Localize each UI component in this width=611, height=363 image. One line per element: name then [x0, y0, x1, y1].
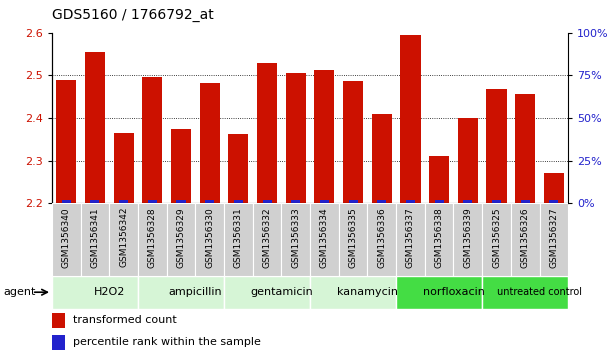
Bar — [486, 89, 507, 203]
Bar — [315, 70, 334, 203]
Bar — [224, 276, 310, 309]
Bar — [90, 200, 100, 203]
Bar — [338, 203, 367, 276]
Bar — [142, 77, 163, 203]
Text: GSM1356335: GSM1356335 — [349, 207, 357, 268]
Bar — [171, 130, 191, 203]
Bar — [229, 134, 249, 203]
Text: GSM1356336: GSM1356336 — [377, 207, 386, 268]
Text: GSM1356326: GSM1356326 — [521, 207, 530, 268]
Bar — [257, 64, 277, 203]
Bar — [148, 200, 157, 203]
Text: GSM1356325: GSM1356325 — [492, 207, 501, 268]
Text: agent: agent — [3, 287, 35, 297]
Text: GSM1356342: GSM1356342 — [119, 207, 128, 268]
Bar — [62, 200, 71, 203]
Text: GSM1356334: GSM1356334 — [320, 207, 329, 268]
Bar — [167, 203, 196, 276]
Bar — [320, 200, 329, 203]
Bar — [196, 203, 224, 276]
Bar — [224, 203, 253, 276]
Bar — [263, 200, 271, 203]
Bar — [52, 335, 65, 350]
Text: GSM1356328: GSM1356328 — [148, 207, 157, 268]
Bar — [138, 276, 224, 309]
Bar — [377, 200, 386, 203]
Text: percentile rank within the sample: percentile rank within the sample — [73, 337, 260, 347]
Bar — [282, 203, 310, 276]
Bar — [492, 200, 501, 203]
Bar — [310, 203, 338, 276]
Bar — [482, 203, 511, 276]
Bar — [349, 200, 357, 203]
Bar — [458, 118, 478, 203]
Bar — [286, 73, 306, 203]
Bar — [482, 276, 568, 309]
Bar — [138, 203, 167, 276]
Text: GSM1356331: GSM1356331 — [234, 207, 243, 268]
Bar — [511, 203, 540, 276]
Text: GSM1356333: GSM1356333 — [291, 207, 300, 268]
Text: H2O2: H2O2 — [93, 287, 125, 297]
Text: GSM1356332: GSM1356332 — [263, 207, 271, 268]
Bar — [429, 156, 449, 203]
Text: GSM1356340: GSM1356340 — [62, 207, 71, 268]
Bar — [515, 94, 535, 203]
Bar — [114, 133, 134, 203]
Bar — [400, 35, 420, 203]
Bar — [434, 200, 444, 203]
Bar — [396, 203, 425, 276]
Bar — [200, 82, 220, 203]
Bar — [109, 203, 138, 276]
Text: gentamicin: gentamicin — [250, 287, 313, 297]
Bar — [406, 200, 415, 203]
Text: GSM1356330: GSM1356330 — [205, 207, 214, 268]
Bar — [85, 52, 105, 203]
Bar — [205, 200, 214, 203]
Bar — [453, 203, 482, 276]
Text: transformed count: transformed count — [73, 315, 177, 325]
Text: GDS5160 / 1766792_at: GDS5160 / 1766792_at — [52, 8, 214, 22]
Text: GSM1356327: GSM1356327 — [549, 207, 558, 268]
Text: GSM1356329: GSM1356329 — [177, 207, 186, 268]
Bar — [310, 276, 396, 309]
Text: untreated control: untreated control — [497, 287, 582, 297]
Bar — [463, 200, 472, 203]
Bar — [343, 81, 363, 203]
Text: GSM1356339: GSM1356339 — [463, 207, 472, 268]
Bar — [52, 313, 65, 328]
Bar — [119, 200, 128, 203]
Bar — [291, 200, 300, 203]
Text: GSM1356341: GSM1356341 — [90, 207, 100, 268]
Bar — [549, 200, 558, 203]
Text: GSM1356337: GSM1356337 — [406, 207, 415, 268]
Bar — [425, 203, 453, 276]
Text: norfloxacin: norfloxacin — [423, 287, 485, 297]
Text: kanamycin: kanamycin — [337, 287, 398, 297]
Bar — [52, 203, 81, 276]
Bar — [544, 174, 564, 203]
Bar — [521, 200, 530, 203]
Bar — [253, 203, 282, 276]
Bar — [177, 200, 186, 203]
Text: GSM1356338: GSM1356338 — [434, 207, 444, 268]
Bar — [371, 114, 392, 203]
Bar — [56, 79, 76, 203]
Bar — [52, 276, 138, 309]
Bar — [367, 203, 396, 276]
Bar — [81, 203, 109, 276]
Bar — [396, 276, 482, 309]
Bar — [540, 203, 568, 276]
Text: ampicillin: ampicillin — [169, 287, 222, 297]
Bar — [234, 200, 243, 203]
